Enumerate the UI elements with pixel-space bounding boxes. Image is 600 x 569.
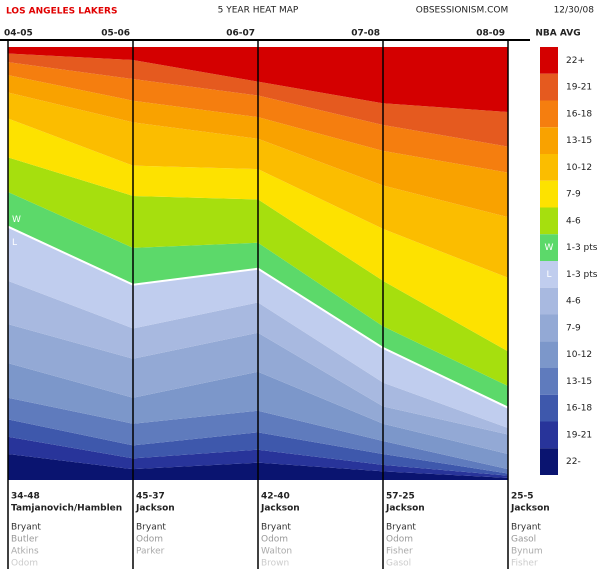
- record: 57-25: [386, 492, 415, 502]
- legend-loss: L: [546, 270, 551, 280]
- legend-swatch: [540, 207, 558, 235]
- coach: Jackson: [510, 504, 550, 514]
- player: Fisher: [386, 547, 413, 557]
- player: Parker: [136, 547, 165, 557]
- legend-label: 22-: [566, 457, 581, 467]
- record: 45-37: [136, 492, 165, 502]
- coach: Jackson: [260, 504, 300, 514]
- season-label: 06-07: [226, 29, 255, 39]
- season-label: 05-06: [101, 29, 130, 39]
- legend-label: 7-9: [566, 323, 581, 333]
- legend-label: 10-12: [566, 163, 592, 173]
- legend-swatch: [540, 180, 558, 208]
- player: Odom: [261, 535, 288, 545]
- legend-swatch: [540, 314, 558, 342]
- player: Walton: [261, 547, 292, 557]
- legend-swatch: [540, 100, 558, 128]
- team-name: LOS ANGELES LAKERS: [6, 7, 117, 17]
- legend-label: 16-18: [566, 109, 592, 119]
- player: Bryant: [136, 523, 166, 533]
- date: 12/30/08: [554, 6, 595, 16]
- player: Atkins: [11, 547, 39, 557]
- player: Bynum: [511, 547, 543, 557]
- legend-label: 16-18: [566, 404, 592, 414]
- legend-swatch: [540, 234, 558, 261]
- legend-label: 1-3 pts: [566, 243, 598, 253]
- legend-label: 19-21: [566, 83, 592, 93]
- win-label: W: [12, 215, 21, 225]
- legend-title: NBA AVG: [535, 29, 580, 39]
- season-label: 08-09: [476, 29, 505, 39]
- coach: Jackson: [385, 504, 425, 514]
- legend-swatch: [540, 341, 558, 368]
- legend-swatch: [540, 47, 558, 74]
- legend-label: 1-3 pts: [566, 270, 598, 280]
- legend-label: 4-6: [566, 297, 581, 307]
- legend-swatch: [540, 421, 558, 449]
- legend-label: 13-15: [566, 136, 592, 146]
- coach: Jackson: [135, 504, 175, 514]
- legend-swatch: [540, 154, 558, 181]
- legend-label: 13-15: [566, 377, 592, 387]
- player: Gasol: [511, 535, 536, 545]
- player: Butler: [11, 535, 38, 545]
- player: Odom: [386, 535, 413, 545]
- legend-swatch: [540, 448, 558, 475]
- player: Bryant: [11, 523, 41, 533]
- legend-swatch: [540, 287, 558, 315]
- legend-swatch: [540, 394, 558, 422]
- player: Gasol: [386, 559, 411, 569]
- legend-swatch: [540, 261, 558, 288]
- chart-title: 5 YEAR HEAT MAP: [218, 6, 299, 16]
- legend-label: 10-12: [566, 350, 592, 360]
- record: 42-40: [261, 492, 290, 502]
- season-label: 07-08: [351, 29, 380, 39]
- player: Odom: [11, 559, 38, 569]
- legend-win: W: [545, 243, 554, 253]
- player: Brown: [261, 559, 289, 569]
- coach: Tamjanovich/Hamblen: [11, 504, 122, 514]
- legend-swatch: [540, 368, 558, 395]
- player: Bryant: [261, 523, 291, 533]
- record: 25-5: [511, 492, 534, 502]
- player: Odom: [136, 535, 163, 545]
- player: Bryant: [511, 523, 541, 533]
- legend-swatch: [540, 127, 558, 154]
- legend-label: 7-9: [566, 190, 581, 200]
- legend-swatch: [540, 73, 558, 101]
- player: Bryant: [386, 523, 416, 533]
- player: Fisher: [511, 559, 538, 569]
- legend-label: 19-21: [566, 430, 592, 440]
- season-label: 04-05: [4, 29, 33, 39]
- source: OBSESSIONISM.COM: [416, 6, 509, 16]
- legend-label: 22+: [566, 56, 585, 66]
- loss-label: L: [12, 238, 17, 248]
- legend-label: 4-6: [566, 216, 581, 226]
- record: 34-48: [11, 492, 40, 502]
